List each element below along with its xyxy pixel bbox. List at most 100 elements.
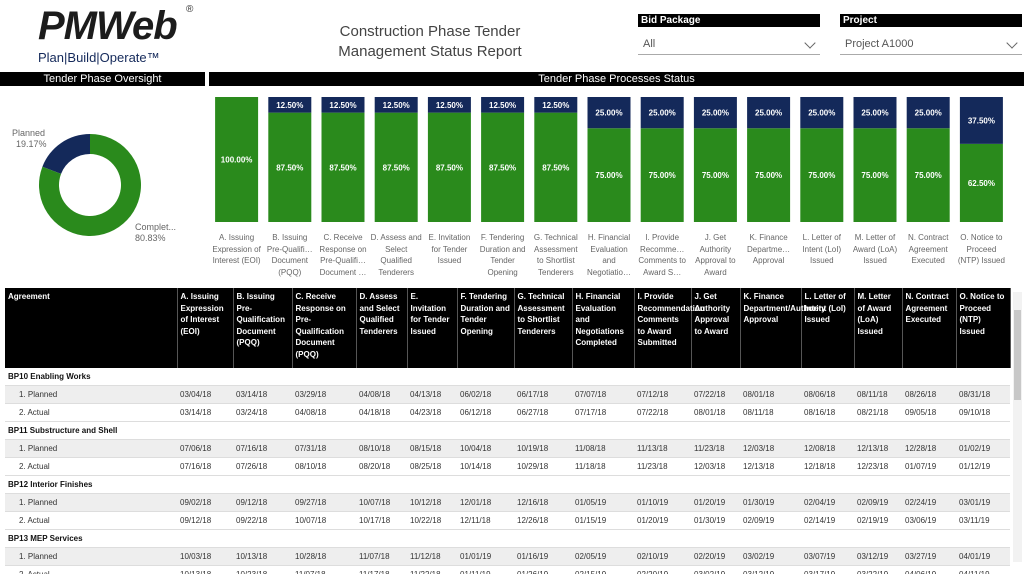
dropdown[interactable]: All: [638, 33, 820, 55]
date-cell: 06/17/18: [514, 385, 572, 404]
column-header: G. Technical Assessment to Shortlist Ten…: [514, 288, 573, 368]
date-cell: 03/07/19: [801, 547, 854, 566]
date-cell: 01/05/19: [572, 493, 634, 512]
bar-segment: [800, 128, 844, 222]
bar-value-label: 75.00%: [755, 171, 782, 180]
date-cell: 02/09/19: [740, 511, 801, 530]
column-header: D. Assess and Select Qualified Tenderers: [356, 288, 408, 368]
bar-segment: [215, 97, 259, 222]
date-cell: 04/18/18: [356, 403, 407, 422]
date-cell: 11/07/18: [356, 547, 407, 566]
group-filler: [177, 475, 1010, 494]
group-row: BP11 Substructure and Shell: [5, 421, 1010, 440]
date-cell: 03/22/19: [854, 565, 902, 574]
column-header: C. Receive Response on Pre-Qualification…: [292, 288, 357, 368]
date-cell: 11/07/18: [292, 565, 356, 574]
data-row: 2. Actual 07/16/18 07/26/18 08/10/18 08/20/1…: [5, 457, 1010, 476]
x-category-label: D. Assess and Select Qualified Tenderers: [370, 233, 422, 277]
bar-segment: [906, 128, 950, 222]
date-cell: 08/16/18: [801, 403, 854, 422]
date-cell: 06/02/18: [457, 385, 514, 404]
date-cell: 03/12/19: [740, 565, 801, 574]
date-cell: 02/20/19: [691, 547, 740, 566]
date-cell: 08/15/18: [407, 439, 457, 458]
date-cell: 08/06/18: [801, 385, 854, 404]
date-cell: 03/14/18: [233, 385, 292, 404]
date-cell: 04/08/18: [292, 403, 356, 422]
date-cell: 01/07/19: [902, 457, 956, 476]
bar-value-label: 12.50%: [383, 101, 410, 110]
bar-segment: [747, 97, 791, 129]
group-row: BP12 Interior Finishes: [5, 475, 1010, 494]
filter: Project Project A1000: [840, 14, 1022, 55]
bar-value-label: 87.50%: [489, 163, 516, 172]
date-cell: 11/12/18: [407, 547, 457, 566]
dropdown-value: Project A1000: [845, 38, 914, 50]
bar-segment: [587, 97, 631, 129]
date-cell: 03/01/19: [956, 493, 1010, 512]
bar-value-label: 25.00%: [702, 109, 729, 118]
date-cell: 02/09/19: [854, 493, 902, 512]
x-category-label: A. Issuing Expression of Interest (EOI): [212, 233, 261, 265]
dropdown[interactable]: Project A1000: [840, 33, 1022, 55]
x-category-label: O. Notice to Proceed (NTP) Issued: [957, 233, 1005, 265]
bar-segment: [427, 112, 471, 222]
row-label: 1. Planned: [5, 493, 177, 512]
column-header: M. Letter of Award (LoA) Issued: [854, 288, 903, 368]
date-cell: 01/11/19: [457, 565, 514, 574]
bar-segment: [853, 128, 897, 222]
bar-segment: [374, 97, 418, 113]
date-cell: 10/13/18: [177, 565, 233, 574]
dropdown-value: All: [643, 38, 656, 50]
date-cell: 09/10/18: [956, 403, 1010, 422]
date-cell: 04/13/18: [407, 385, 457, 404]
date-cell: 10/07/18: [292, 511, 356, 530]
bar-segment: [853, 97, 897, 129]
date-cell: 10/13/18: [233, 547, 292, 566]
column-header: O. Notice to Proceed (NTP) Issued: [956, 288, 1011, 368]
group-name: BP13 MEP Services: [5, 529, 177, 548]
row-label: 2. Actual: [5, 565, 177, 574]
date-cell: 12/03/18: [740, 439, 801, 458]
scrollbar-thumb[interactable]: [1014, 310, 1021, 400]
date-cell: 01/26/19: [514, 565, 572, 574]
group-name: BP10 Enabling Works: [5, 368, 177, 386]
bar-value-label: 75.00%: [808, 171, 835, 180]
bar-segment: [374, 112, 418, 222]
date-cell: 03/02/19: [740, 547, 801, 566]
x-category-label: N. Contract Agreement Executed: [907, 233, 949, 265]
date-cell: 01/16/19: [514, 547, 572, 566]
date-cell: 07/16/18: [177, 457, 233, 476]
filter: Bid Package All: [638, 14, 820, 55]
bar-value-label: 75.00%: [595, 171, 622, 180]
date-cell: 08/10/18: [292, 457, 356, 476]
scrollbar[interactable]: [1013, 292, 1022, 562]
date-cell: 08/25/18: [407, 457, 457, 476]
date-cell: 11/13/18: [634, 439, 691, 458]
data-row: 2. Actual 03/14/18 03/24/18 04/08/18 04/18/1…: [5, 403, 1010, 422]
section-header: Tender Phase Processes Status: [209, 72, 1024, 86]
bar-segment: [321, 112, 365, 222]
bar-segment: [640, 97, 684, 129]
row-label: 2. Actual: [5, 457, 177, 476]
bar-value-label: 25.00%: [861, 109, 888, 118]
date-cell: 02/24/19: [902, 493, 956, 512]
row-label: 1. Planned: [5, 439, 177, 458]
column-header: H. Financial Evaluation and Negotiations…: [572, 288, 635, 368]
date-cell: 06/12/18: [457, 403, 514, 422]
bar-value-label: 62.50%: [968, 179, 995, 188]
bar-value-label: 12.50%: [329, 101, 356, 110]
bar-value-label: 25.00%: [755, 109, 782, 118]
logo-mark: ®: [186, 4, 194, 15]
date-cell: 03/11/19: [956, 511, 1010, 530]
filter-label: Project: [840, 14, 1022, 27]
date-cell: 10/28/18: [292, 547, 356, 566]
bar-value-label: 87.50%: [276, 163, 303, 172]
date-cell: 12/23/18: [854, 457, 902, 476]
group-row: BP10 Enabling Works: [5, 368, 1010, 386]
date-cell: 10/03/18: [177, 547, 233, 566]
bar-value-label: 75.00%: [649, 171, 676, 180]
date-cell: 07/12/18: [634, 385, 691, 404]
date-cell: 08/01/18: [691, 403, 740, 422]
